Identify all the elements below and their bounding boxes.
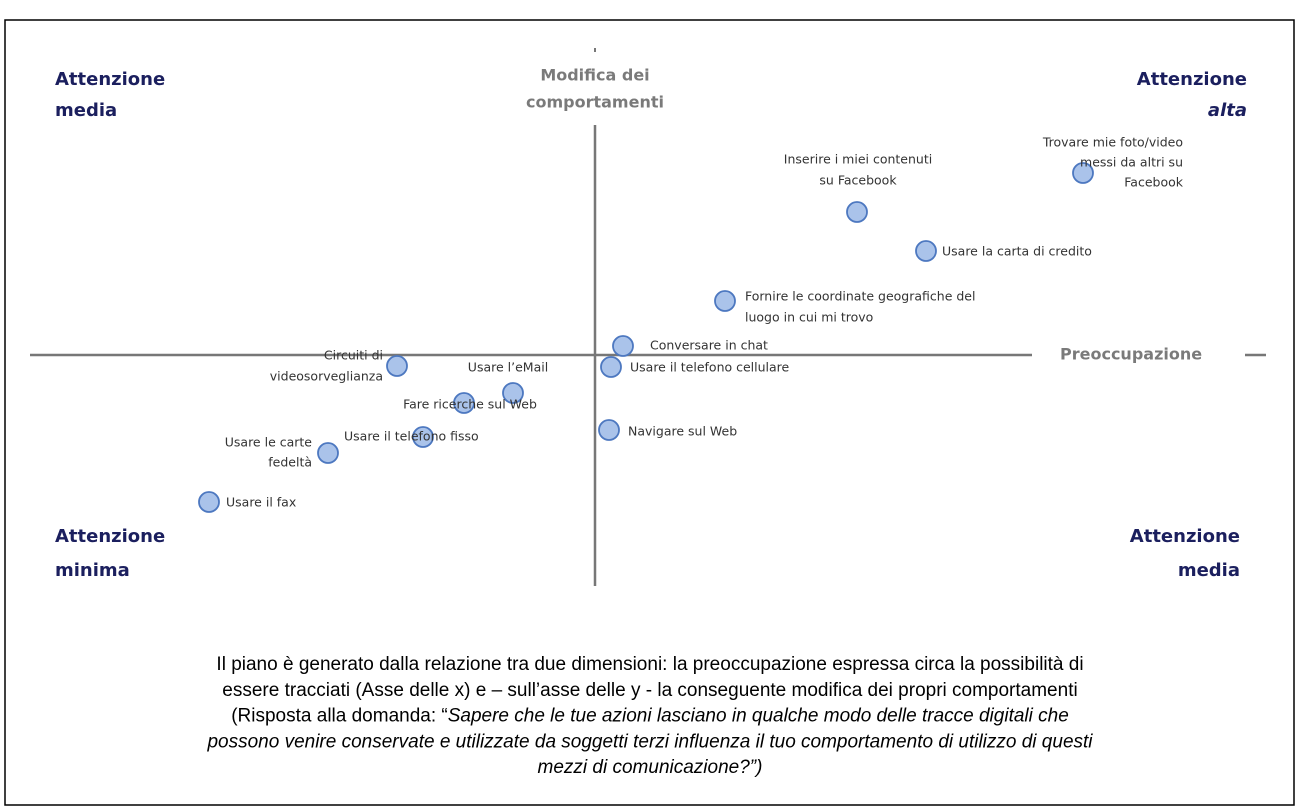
quadrant-label: Attenzione	[55, 69, 165, 90]
node	[846, 201, 868, 223]
quadrant-label: minima	[55, 560, 130, 581]
caption-text: Il piano è generato dalla relazione tra …	[216, 654, 1083, 675]
node-label: Fornire le coordinate geografiche del	[745, 289, 975, 304]
node-label: Usare le carte	[225, 435, 313, 450]
node	[600, 356, 622, 378]
node-label: Trovare mie foto/video	[1042, 135, 1183, 150]
node	[915, 240, 937, 262]
node-label: fedeltà	[268, 455, 312, 470]
node-label: Usare il telefono fisso	[344, 429, 479, 444]
axis-label: Preoccupazione	[1060, 345, 1202, 364]
axis-label: comportamenti	[526, 93, 664, 112]
axis-label: Modifica dei	[540, 66, 649, 85]
quadrant-label: Attenzione	[55, 526, 165, 547]
quadrant-label: Attenzione	[1130, 526, 1240, 547]
quadrant-label: media	[55, 100, 117, 121]
caption-text: mezzi di comunicazione?”)	[538, 757, 763, 778]
node	[1072, 162, 1094, 184]
node-label: messi da altri su	[1080, 155, 1183, 170]
caption-text: possono venire conservate e utilizzate d…	[206, 731, 1093, 752]
caption-line: mezzi di comunicazione?”)	[538, 757, 763, 778]
quadrant-label: alta	[1208, 100, 1247, 121]
node-label: luogo in cui mi trovo	[745, 310, 873, 325]
quadrant-label: media	[1178, 560, 1240, 581]
node-label: Usare il telefono cellulare	[630, 360, 790, 375]
node-label: Usare l’eMail	[468, 360, 548, 375]
caption-line: (Risposta alla domanda: “Sapere che le t…	[231, 706, 1069, 727]
node-label: Circuiti di	[324, 348, 383, 363]
frame	[4, 19, 1295, 806]
caption-line: possono venire conservate e utilizzate d…	[206, 731, 1093, 752]
caption-text: (Risposta alla domanda: “	[231, 706, 448, 727]
node-label: Usare la carta di credito	[942, 244, 1092, 259]
caption-line: essere tracciati (Asse delle x) e – sull…	[222, 680, 1077, 701]
node-label: Facebook	[1124, 175, 1183, 190]
node	[317, 442, 339, 464]
node	[198, 491, 220, 513]
node	[612, 335, 634, 357]
node	[502, 382, 524, 404]
node-label: su Facebook	[819, 173, 897, 188]
node-label: videosorveglianza	[270, 369, 383, 384]
quadrant-label: Attenzione	[1137, 69, 1247, 90]
caption-line: Il piano è generato dalla relazione tra …	[216, 654, 1083, 675]
node	[412, 426, 434, 448]
caption-text: Sapere che le tue azioni lasciano in qua…	[448, 706, 1069, 727]
node	[714, 290, 736, 312]
node-label: Navigare sul Web	[628, 424, 737, 439]
node-label: Usare il fax	[226, 495, 296, 510]
node-label: Inserire i miei contenuti	[784, 152, 932, 167]
node-label: Fare ricerche sul Web	[403, 397, 537, 412]
node	[598, 419, 620, 441]
node	[453, 392, 475, 414]
node-label: Conversare in chat	[650, 338, 768, 353]
caption-text: essere tracciati (Asse delle x) e – sull…	[222, 680, 1077, 701]
node	[386, 355, 408, 377]
